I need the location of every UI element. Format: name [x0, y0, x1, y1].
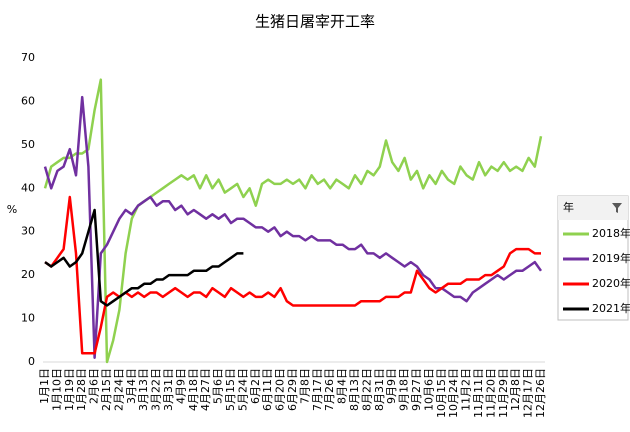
x-tick-label: 12月26日	[534, 368, 547, 418]
x-tick-label: 12月8日	[509, 368, 522, 411]
x-tick-label: 10月24日	[447, 368, 460, 418]
x-tick-label: 6月29日	[286, 368, 299, 411]
x-tick-label: 4月18日	[187, 368, 200, 411]
series-line	[43, 78, 543, 364]
y-tick-label: 40	[21, 181, 35, 194]
filter-icon[interactable]	[612, 203, 622, 213]
series-line	[44, 195, 541, 355]
x-tick-label: 10月6日	[422, 368, 435, 411]
x-tick-label: 8月13日	[348, 368, 361, 411]
legend-title: 年	[563, 200, 574, 214]
x-tick-label: 6月11日	[261, 368, 274, 411]
x-tick-label: 3月31日	[162, 368, 175, 411]
x-tick-label: 3月4日	[125, 368, 138, 404]
x-tick-label: 2月24日	[112, 368, 125, 411]
x-tick-label: 5月15日	[224, 368, 237, 411]
x-tick-label: 7月17日	[311, 368, 324, 411]
x-tick-label: 1月1日	[38, 368, 51, 404]
x-tick-label: 2月6日	[88, 368, 101, 404]
legend-label: 2018年	[592, 226, 630, 240]
y-axis-label: %	[7, 203, 17, 216]
x-tick-label: 11月20日	[484, 368, 497, 418]
x-tick-label: 8月31日	[373, 368, 386, 411]
y-tick-label: 60	[21, 94, 35, 107]
x-tick-label: 6月2日	[249, 368, 262, 404]
y-tick-label: 10	[21, 312, 35, 325]
x-tick-label: 3月22日	[150, 368, 163, 411]
x-tick-label: 3月13日	[137, 368, 150, 411]
chart-title: 生猪日屠宰开工率	[255, 13, 375, 31]
x-tick-label: 5月24日	[236, 368, 249, 411]
x-tick-label: 4月27日	[199, 368, 212, 411]
x-tick-label: 8月4日	[336, 368, 349, 404]
y-tick-label: 20	[21, 268, 35, 281]
x-tick-label: 5月6日	[212, 368, 225, 404]
x-tick-label: 1月10日	[50, 368, 63, 411]
x-tick-label: 10月15日	[435, 368, 448, 418]
x-tick-label: 12月17日	[522, 368, 535, 418]
series-line	[43, 95, 543, 359]
x-tick-label: 11月11日	[472, 368, 485, 418]
x-tick-label: 2月15日	[100, 368, 113, 411]
y-tick-label: 70	[21, 51, 35, 64]
y-tick-label: 50	[21, 138, 35, 151]
x-tick-label: 9月18日	[398, 368, 411, 411]
legend-label: 2019年	[592, 251, 630, 265]
x-tick-label: 1月28日	[75, 368, 88, 411]
legend-label: 2020年	[592, 276, 630, 290]
y-tick-label: 30	[21, 225, 35, 238]
x-tick-label: 11月2日	[460, 368, 473, 411]
x-tick-label: 11月29日	[497, 368, 510, 418]
legend-label: 2021年	[592, 301, 630, 315]
x-tick-label: 7月26日	[323, 368, 336, 411]
x-tick-label: 1月19日	[63, 368, 76, 411]
x-tick-label: 6月20日	[274, 368, 287, 411]
x-tick-label: 9月9日	[385, 368, 398, 404]
y-tick-label: 0	[28, 355, 35, 368]
x-tick-label: 7月8日	[298, 368, 311, 404]
series-line	[44, 208, 244, 307]
x-tick-label: 8月22日	[360, 368, 373, 411]
x-tick-label: 4月9日	[174, 368, 187, 404]
x-tick-label: 9月27日	[410, 368, 423, 411]
